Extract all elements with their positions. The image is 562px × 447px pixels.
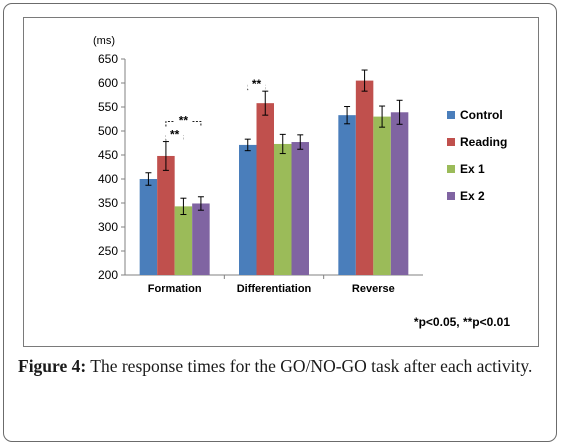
y-tick-label: 550 — [98, 100, 118, 114]
bar-control — [338, 115, 356, 275]
significance-label-bg — [165, 129, 184, 140]
legend: Control Reading Ex 1 Ex 2 — [447, 108, 507, 203]
x-tick-label: Formation — [148, 283, 202, 295]
significance-label: ** — [170, 128, 180, 142]
bar-ex-1 — [274, 143, 292, 275]
bar-reading — [157, 155, 175, 275]
y-tick-label: 300 — [98, 220, 118, 234]
y-unit-label: (ms) — [93, 35, 115, 47]
bar-ex-1 — [174, 206, 193, 275]
y-tick-label: 450 — [98, 148, 118, 162]
legend-label: Ex 1 — [460, 162, 485, 176]
bar-ex-2 — [192, 203, 210, 275]
legend-label: Control — [460, 108, 503, 122]
bars — [139, 80, 409, 275]
bar-ex-2 — [291, 142, 309, 275]
y-tick-label: 400 — [98, 172, 118, 186]
x-tick-labels: Formation Differentiation Reverse — [148, 275, 395, 295]
significance-note: *p<0.05, **p<0.01 — [414, 315, 510, 329]
significance-label-bg — [174, 115, 193, 126]
legend-swatch — [447, 111, 455, 119]
legend-swatch — [447, 138, 455, 146]
figure-caption: Figure 4: The response times for the GO/… — [18, 356, 546, 377]
bar-reading — [256, 103, 274, 275]
bar-ex-2 — [390, 112, 409, 275]
significance-label-bg — [247, 79, 266, 90]
y-tick-label: 650 — [98, 52, 118, 66]
significance-label: ** — [252, 77, 262, 91]
legend-swatch — [447, 165, 455, 173]
bar-reading — [355, 80, 374, 275]
legend-label: Ex 2 — [460, 189, 485, 203]
bar-control — [139, 179, 158, 275]
x-tick-label: Reverse — [352, 283, 395, 295]
legend-swatch — [447, 192, 455, 200]
significance-brackets: ****** — [165, 77, 266, 142]
bar-control — [239, 144, 257, 275]
caption-text: The response times for the GO/NO-GO task… — [86, 356, 533, 376]
x-tick-label: Differentiation — [237, 283, 312, 295]
y-tick-label: 500 — [98, 124, 118, 138]
y-tick-label: 600 — [98, 76, 118, 90]
legend-label: Reading — [460, 135, 507, 149]
bar-ex-1 — [373, 116, 391, 275]
significance-label: ** — [179, 114, 189, 128]
y-tick-label: 200 — [98, 268, 118, 282]
y-ticks: 200 250 300 350 400 450 500 550 600 650 — [98, 52, 125, 282]
error-bars — [145, 69, 403, 216]
y-tick-label: 250 — [98, 244, 118, 258]
y-tick-label: 350 — [98, 196, 118, 210]
caption-label: Figure 4: — [18, 356, 87, 376]
